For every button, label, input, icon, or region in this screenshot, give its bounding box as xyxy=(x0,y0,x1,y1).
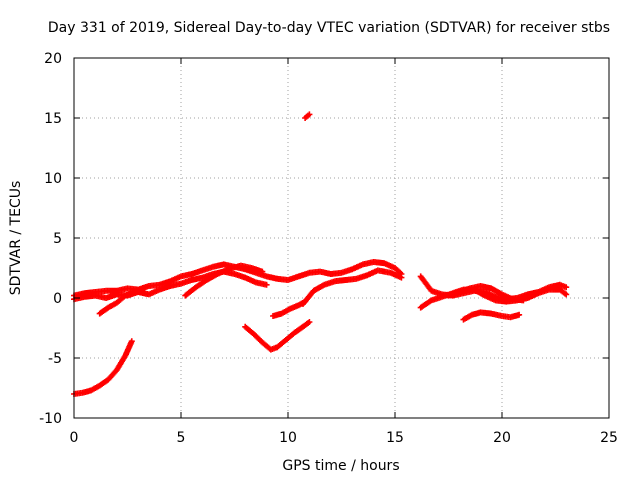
y-tick-label: 5 xyxy=(53,231,62,247)
series-track-c xyxy=(96,287,146,317)
x-tick-label: 25 xyxy=(600,430,618,446)
series-track-a xyxy=(71,259,405,299)
series-track-f xyxy=(71,338,135,397)
x-tick-label: 20 xyxy=(493,430,511,446)
data-point xyxy=(302,298,309,305)
data-point xyxy=(139,287,146,294)
x-tick-label: 15 xyxy=(386,430,404,446)
data-point xyxy=(516,311,523,318)
data-point xyxy=(128,338,135,345)
series-track-g xyxy=(242,319,313,353)
data-point xyxy=(263,281,270,288)
y-tick-label: -10 xyxy=(39,411,62,427)
series-track-b xyxy=(71,268,270,303)
series-track-d xyxy=(182,262,266,299)
series-track-e xyxy=(299,267,405,307)
series-track-l xyxy=(460,309,523,323)
data-point xyxy=(398,274,405,281)
data-point xyxy=(563,291,570,298)
axis-ticks: 0 5 10 15 20 25 -10 -5 0 5 10 15 20 xyxy=(39,51,618,446)
x-tick-label: 10 xyxy=(279,430,297,446)
series-track-m xyxy=(445,283,527,304)
y-tick-label: -5 xyxy=(48,351,62,367)
y-tick-label: 20 xyxy=(44,51,62,67)
data-point xyxy=(520,297,527,304)
x-tick-label: 5 xyxy=(177,430,186,446)
data-point xyxy=(306,319,313,325)
data-point xyxy=(259,268,266,275)
x-axis-label: GPS time / hours xyxy=(282,458,399,474)
data-point xyxy=(306,111,313,118)
y-tick-label: 10 xyxy=(44,171,62,187)
y-tick-label: 15 xyxy=(44,111,62,127)
grid xyxy=(74,58,609,418)
y-tick-label: 0 xyxy=(53,291,62,307)
series-track-h xyxy=(270,298,309,319)
chart-title: Day 331 of 2019, Sidereal Day-to-day VTE… xyxy=(48,20,610,36)
data-point xyxy=(563,284,570,291)
data-points xyxy=(71,111,570,397)
x-tick-label: 0 xyxy=(70,430,79,446)
y-axis-label: SDTVAR / TECUs xyxy=(8,181,24,296)
series-track-i xyxy=(302,111,313,121)
